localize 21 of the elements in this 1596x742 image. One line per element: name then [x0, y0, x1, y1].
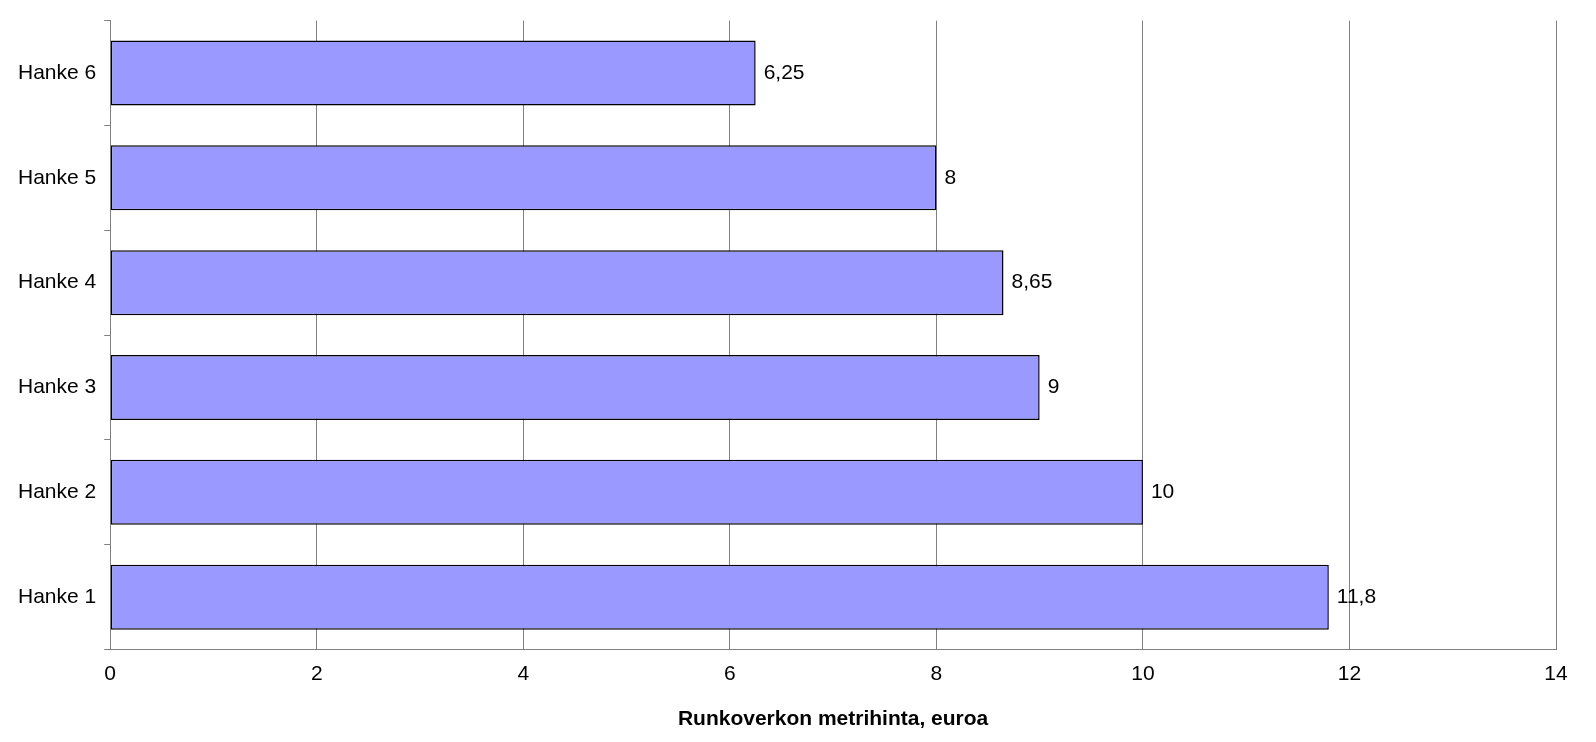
data-label: 11,8 [1336, 583, 1377, 607]
x-tick-label: 2 [310, 661, 323, 684]
x-tick-label: 4 [517, 661, 530, 684]
y-tick-label: Hanke 3 [18, 374, 97, 398]
x-tick-label: 10 [1131, 661, 1155, 684]
y-tick-label: Hanke 5 [18, 164, 97, 188]
data-label: 6,25 [763, 59, 805, 83]
x-tick-label: 6 [723, 661, 736, 684]
x-tick-label: 12 [1337, 661, 1362, 684]
x-tick-label: 14 [1544, 661, 1568, 684]
x-tick-label: 8 [930, 661, 943, 684]
y-tick-label: Hanke 1 [18, 583, 97, 607]
data-label: 10 [1150, 479, 1175, 503]
data-label: 8,65 [1011, 269, 1053, 293]
x-tick-label: 0 [104, 661, 117, 684]
x-axis-title: Runkoverkon metrihinta, euroa [677, 706, 989, 730]
y-tick-label: Hanke 4 [18, 269, 97, 293]
y-tick-label: Hanke 6 [18, 59, 97, 83]
data-label: 8 [944, 164, 957, 188]
y-tick-label: Hanke 2 [18, 479, 97, 503]
data-label: 9 [1047, 374, 1060, 398]
